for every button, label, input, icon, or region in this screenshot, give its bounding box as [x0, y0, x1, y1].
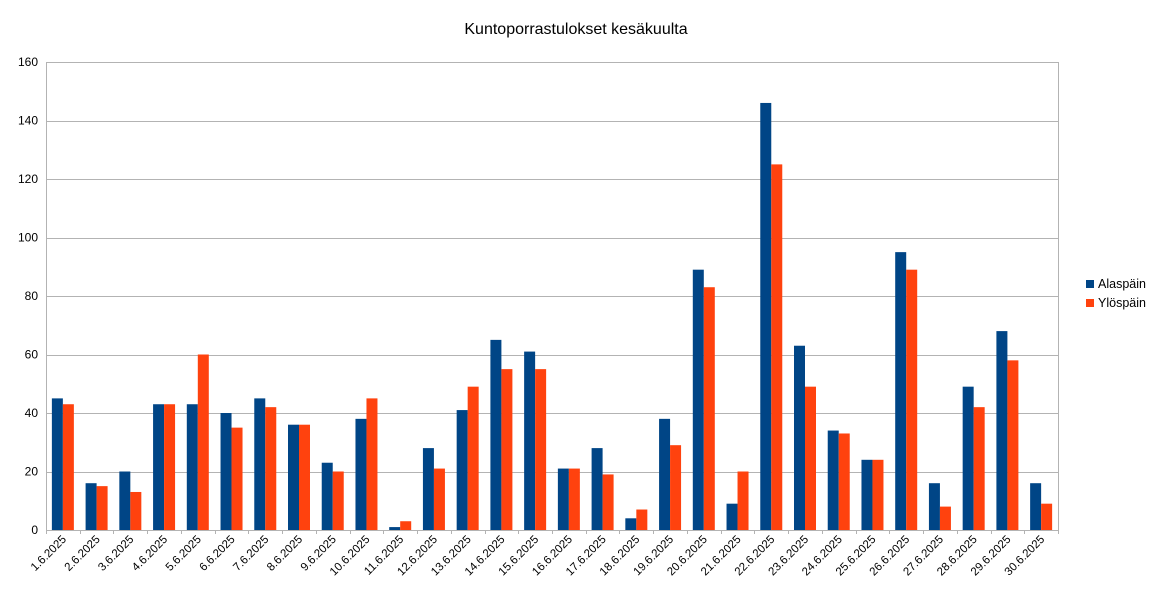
- x-tick-label: 3.6.2025: [96, 534, 136, 574]
- bar-series2: [164, 404, 176, 530]
- y-tick-label: 80: [25, 289, 39, 303]
- bar-series2: [771, 164, 783, 531]
- legend-label: Ylöspäin: [1098, 296, 1146, 310]
- bar-series2: [872, 459, 884, 530]
- bar-series2: [568, 468, 580, 530]
- y-tick-label: 40: [25, 406, 39, 420]
- x-tick-label: 4.6.2025: [130, 534, 170, 574]
- bar-series2: [805, 386, 816, 530]
- bar-series2: [62, 404, 74, 530]
- bar-series1: [456, 410, 468, 530]
- bar-series1: [85, 483, 97, 530]
- bar-series2: [433, 468, 445, 530]
- bar-series2: [1041, 503, 1053, 530]
- x-tick-label: 1.6.2025: [29, 534, 69, 574]
- y-tick-label: 60: [25, 348, 39, 362]
- bar-series1: [928, 483, 940, 530]
- bar-series1: [591, 448, 603, 530]
- bar-series2: [535, 369, 547, 531]
- y-tick-label: 20: [25, 465, 39, 479]
- bar-series2: [973, 407, 985, 530]
- bar-series2: [197, 354, 209, 530]
- legend-swatch: [1086, 299, 1094, 307]
- bar-series2: [602, 474, 614, 530]
- bar-series2: [332, 471, 344, 530]
- bars: [51, 102, 1053, 531]
- bar-series1: [119, 471, 131, 530]
- bar-series1: [557, 468, 569, 530]
- bar-series2: [467, 386, 479, 530]
- bar-series2: [400, 521, 412, 530]
- y-axis-ticks: 0 20 40 60 80 100 120 140 160: [18, 55, 38, 537]
- x-tick-label: 5.6.2025: [164, 534, 204, 574]
- bar-series2: [299, 424, 310, 530]
- bar-series2: [96, 486, 108, 531]
- bar-series1: [355, 418, 367, 530]
- bar-series1: [490, 339, 502, 531]
- bar-series2: [737, 471, 749, 530]
- bar-series2: [501, 369, 513, 531]
- bar-series2: [670, 445, 682, 530]
- chart-title: Kuntoporrastulokset kesäkuulta: [464, 21, 687, 38]
- x-axis-ticks: 1.6.20252.6.20253.6.20254.6.20255.6.2025…: [29, 534, 1047, 579]
- bar-series2: [906, 269, 918, 530]
- bar-series2: [703, 287, 715, 530]
- bar-series1: [186, 404, 198, 530]
- x-tick-label: 2.6.2025: [63, 534, 103, 574]
- bar-series1: [726, 503, 738, 530]
- bar-series1: [254, 398, 266, 531]
- x-tick-label: 7.6.2025: [231, 534, 271, 574]
- bar-series1: [51, 398, 63, 531]
- y-tick-label: 140: [18, 114, 38, 128]
- bar-series1: [389, 527, 401, 530]
- x-tick-label: 6.6.2025: [198, 534, 238, 574]
- legend: Alaspäin Ylöspäin: [1086, 277, 1146, 310]
- bar-series1: [625, 518, 637, 530]
- bar-series1: [220, 413, 232, 530]
- bar-series2: [265, 407, 277, 530]
- bar-series1: [288, 424, 299, 530]
- y-tick-label: 160: [18, 55, 38, 69]
- bar-series1: [962, 386, 974, 530]
- bar-series2: [838, 433, 850, 530]
- grid: [46, 62, 1059, 534]
- bar-series1: [794, 345, 805, 530]
- bar-series1: [692, 269, 704, 530]
- bar-series2: [231, 427, 243, 531]
- bar-series2: [636, 509, 648, 530]
- bar-series1: [422, 448, 434, 530]
- bar-series2: [366, 398, 378, 531]
- bar-series1: [524, 351, 536, 530]
- bar-series2: [1007, 360, 1019, 530]
- bar-series1: [1030, 483, 1042, 530]
- legend-label: Alaspäin: [1098, 277, 1146, 291]
- bar-series1: [659, 418, 671, 530]
- y-tick-label: 120: [18, 172, 38, 186]
- bar-series1: [895, 252, 907, 531]
- bar-series1: [996, 331, 1008, 530]
- y-tick-label: 0: [31, 523, 38, 537]
- legend-swatch: [1086, 280, 1094, 288]
- y-tick-label: 100: [18, 231, 38, 245]
- bar-series2: [939, 506, 951, 530]
- bar-series1: [153, 404, 165, 530]
- bar-series1: [321, 462, 333, 530]
- bar-series2: [130, 491, 142, 530]
- bar-series1: [861, 459, 873, 530]
- bar-series1: [760, 102, 772, 530]
- bar-series1: [827, 430, 839, 530]
- x-tick-label: 8.6.2025: [265, 534, 305, 574]
